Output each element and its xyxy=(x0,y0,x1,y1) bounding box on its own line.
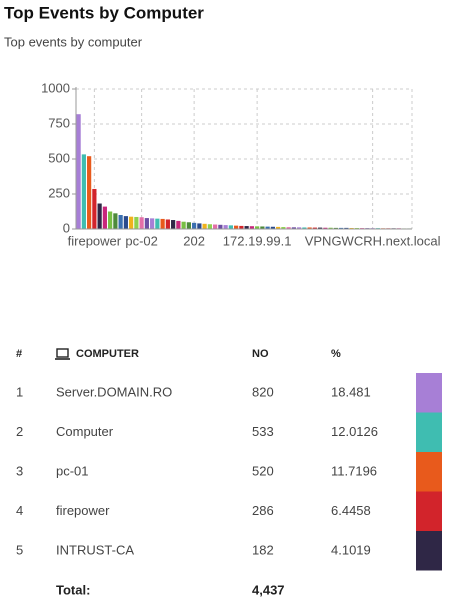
color-swatch xyxy=(416,491,442,531)
table-header: COMPUTER xyxy=(76,348,139,360)
table-cell: 533 xyxy=(252,424,274,439)
table-cell: 6.4458 xyxy=(331,503,371,518)
bar xyxy=(297,227,302,229)
bar xyxy=(76,114,81,229)
bar xyxy=(213,224,218,229)
widget-title: Top Events by Computer xyxy=(4,3,204,22)
table-cell: firepower xyxy=(56,503,110,518)
table-cell: 2 xyxy=(16,424,23,439)
bar xyxy=(134,216,139,229)
x-tick-label: 172.19.99.1 xyxy=(223,233,292,248)
table-cell: 3 xyxy=(16,463,23,478)
bar xyxy=(160,218,165,229)
table-cell: Computer xyxy=(56,424,114,439)
bar xyxy=(139,217,144,229)
bar xyxy=(333,227,338,229)
bar xyxy=(123,216,128,229)
y-tick-label: 0 xyxy=(63,220,70,235)
bar xyxy=(87,156,92,229)
bar xyxy=(291,227,296,229)
bar xyxy=(223,225,228,229)
bar xyxy=(239,225,244,229)
bar xyxy=(165,219,170,229)
bar xyxy=(186,222,191,229)
bar xyxy=(270,226,275,229)
bar xyxy=(249,226,254,229)
bar xyxy=(197,223,202,229)
y-tick-label: 500 xyxy=(48,150,70,165)
table-cell: 4.1019 xyxy=(331,542,371,557)
table-cell: pc-01 xyxy=(56,463,89,478)
bar xyxy=(281,227,286,229)
table-cell: 4 xyxy=(16,503,23,518)
bar xyxy=(312,227,317,229)
bar xyxy=(260,226,265,229)
bar xyxy=(228,225,233,229)
total-label: Total: xyxy=(56,582,90,597)
table-cell: Server.DOMAIN.RO xyxy=(56,384,172,399)
color-swatch xyxy=(416,373,442,413)
bar xyxy=(318,227,323,229)
table-cell: 182 xyxy=(252,542,274,557)
bar xyxy=(323,227,328,229)
table-cell: 12.0126 xyxy=(331,424,378,439)
color-swatch xyxy=(416,531,442,571)
bar xyxy=(328,227,333,229)
bar xyxy=(234,225,239,229)
bar xyxy=(307,227,312,229)
bar xyxy=(155,218,160,229)
table-cell: 5 xyxy=(16,542,23,557)
bar xyxy=(244,226,249,229)
x-tick-label: 202 xyxy=(183,233,205,248)
x-tick-label: firepower xyxy=(68,233,122,248)
table-header: NO xyxy=(252,348,269,360)
bar xyxy=(171,220,176,229)
bar xyxy=(344,227,349,229)
table-header: # xyxy=(16,348,22,360)
bar xyxy=(207,224,212,229)
bar xyxy=(286,227,291,229)
bar xyxy=(144,218,149,229)
x-tick-label: VPNGWCRH.next.local xyxy=(305,233,441,248)
bar xyxy=(276,226,281,229)
bar xyxy=(118,215,123,229)
bar xyxy=(97,203,102,229)
table-cell: 286 xyxy=(252,503,274,518)
bar xyxy=(176,220,181,229)
bar xyxy=(202,223,207,229)
bar xyxy=(339,227,344,229)
widget-subtitle: Top events by computer xyxy=(4,34,143,49)
bar xyxy=(150,218,155,229)
bar xyxy=(302,227,307,229)
total-value: 4,437 xyxy=(252,582,285,597)
table-cell: 520 xyxy=(252,463,274,478)
bar xyxy=(218,224,223,229)
bar xyxy=(92,188,97,229)
table-cell: 820 xyxy=(252,384,274,399)
computer-column-icon xyxy=(55,348,70,360)
x-tick-label: pc-02 xyxy=(125,233,158,248)
table-cell: INTRUST-CA xyxy=(56,542,134,557)
y-tick-label: 750 xyxy=(48,115,70,130)
color-swatch xyxy=(416,452,442,492)
color-swatch xyxy=(416,412,442,452)
bar xyxy=(81,154,86,229)
bar xyxy=(113,213,118,229)
bar xyxy=(181,221,186,229)
table-cell: 1 xyxy=(16,384,23,399)
bar xyxy=(265,226,270,229)
bar xyxy=(102,206,107,229)
table-cell: 18.481 xyxy=(331,384,371,399)
table-cell: 11.7196 xyxy=(331,463,377,478)
bar xyxy=(192,222,197,229)
bar xyxy=(255,226,260,229)
table-header: % xyxy=(331,348,341,360)
bar xyxy=(108,211,113,229)
bar xyxy=(129,216,134,229)
y-tick-label: 1000 xyxy=(41,80,70,95)
y-tick-label: 250 xyxy=(48,185,70,200)
